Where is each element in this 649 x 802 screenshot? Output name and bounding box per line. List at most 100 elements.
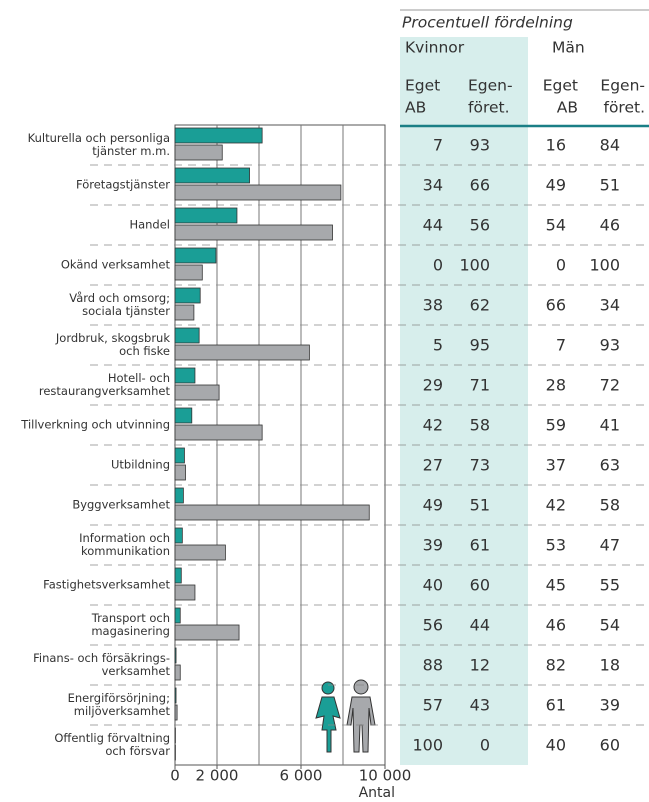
bar xyxy=(174,304,195,321)
table-cell: 53 xyxy=(546,536,566,555)
bar xyxy=(174,287,201,304)
group-label: Män xyxy=(552,39,585,57)
category-label: Energiförsörjning; xyxy=(68,691,170,705)
bar xyxy=(174,424,263,441)
bar xyxy=(174,344,310,361)
bar xyxy=(174,184,342,201)
column-header: Eget xyxy=(543,77,578,95)
category-label: Handel xyxy=(129,218,170,232)
category-label: Transport och xyxy=(91,611,170,625)
table-cell: 40 xyxy=(546,736,566,755)
bar xyxy=(174,327,200,344)
category-label: Finans- och försäkrings- xyxy=(33,651,170,665)
bar xyxy=(174,704,178,721)
category-label: och försvar xyxy=(105,744,170,758)
bar xyxy=(174,264,203,281)
category-label: Okänd verksamhet xyxy=(61,258,171,272)
table-cell: 57 xyxy=(423,696,443,715)
table-cell: 51 xyxy=(470,496,490,515)
column-header: AB xyxy=(557,99,578,117)
table-title: Procentuell fördelning xyxy=(402,14,573,32)
bar xyxy=(174,224,333,241)
table-cell: 58 xyxy=(600,496,620,515)
bar xyxy=(174,664,181,681)
category-label: verksamhet xyxy=(102,664,171,678)
table-cell: 61 xyxy=(546,696,566,715)
column-header: föret. xyxy=(468,99,510,117)
category-label: kommunikation xyxy=(81,544,170,558)
column-header: Eget xyxy=(405,77,440,95)
table-cell: 66 xyxy=(470,176,490,195)
table-cell: 37 xyxy=(546,456,566,475)
bar xyxy=(174,647,177,664)
table-cell: 49 xyxy=(546,176,566,195)
table-cell: 88 xyxy=(423,656,443,675)
category-label: miljöverksamhet xyxy=(74,704,171,718)
bar xyxy=(174,607,181,624)
table-cell: 66 xyxy=(546,296,566,315)
table-cell: 34 xyxy=(600,296,620,315)
category-label: Jordbruk, skogsbruk xyxy=(55,331,170,345)
bar xyxy=(174,247,217,264)
category-label: tjänster m.m. xyxy=(92,144,170,158)
bar xyxy=(174,527,183,544)
table-cell: 71 xyxy=(470,376,490,395)
table-cell: 54 xyxy=(546,216,566,235)
table-cell: 47 xyxy=(600,536,620,555)
table-cell: 46 xyxy=(600,216,620,235)
category-label: Företagstjänster xyxy=(76,178,170,192)
column-header: föret. xyxy=(603,99,645,117)
table-cell: 5 xyxy=(433,336,443,355)
bar xyxy=(174,407,193,424)
table-cell: 73 xyxy=(470,456,490,475)
bar xyxy=(174,687,177,704)
table-cell: 40 xyxy=(423,576,443,595)
table-cell: 41 xyxy=(600,416,620,435)
table-cell: 28 xyxy=(546,376,566,395)
table-cell: 82 xyxy=(546,656,566,675)
x-tick-label: 6 000 xyxy=(280,767,323,785)
table-cell: 7 xyxy=(556,336,566,355)
table-cell: 63 xyxy=(600,456,620,475)
table-cell: 60 xyxy=(600,736,620,755)
table-cell: 42 xyxy=(423,416,443,435)
table-cell: 55 xyxy=(600,576,620,595)
table-cell: 93 xyxy=(470,136,490,155)
table-cell: 49 xyxy=(423,496,443,515)
table-cell: 61 xyxy=(470,536,490,555)
category-label: Kulturella och personliga xyxy=(28,131,170,145)
table-cell: 39 xyxy=(423,536,443,555)
column-header: Egen- xyxy=(468,77,513,95)
x-tick-label: 2 000 xyxy=(196,767,239,785)
bar xyxy=(174,367,196,384)
table-cell: 95 xyxy=(470,336,490,355)
category-label: Utbildning xyxy=(111,458,170,472)
category-label: restaurangverksamhet xyxy=(39,384,171,398)
category-label: Information och xyxy=(79,531,170,545)
bar xyxy=(174,127,263,144)
table-cell: 45 xyxy=(546,576,566,595)
category-label: Fastighetsverksamhet xyxy=(43,578,170,592)
bar xyxy=(174,584,196,601)
table-cell: 44 xyxy=(423,216,443,235)
table-cell: 42 xyxy=(546,496,566,515)
table-cell: 0 xyxy=(556,256,566,275)
table-cell: 29 xyxy=(423,376,443,395)
table-cell: 0 xyxy=(433,256,443,275)
category-label: Hotell- och xyxy=(108,371,170,385)
table-cell: 56 xyxy=(423,616,443,635)
table-cell: 18 xyxy=(600,656,620,675)
table-cell: 100 xyxy=(589,256,620,275)
column-header: Egen- xyxy=(600,77,645,95)
x-tick-label: 10 000 xyxy=(359,767,412,785)
table-cell: 100 xyxy=(459,256,490,275)
table-cell: 72 xyxy=(600,376,620,395)
table-cell: 84 xyxy=(600,136,620,155)
table-cell: 62 xyxy=(470,296,490,315)
x-axis-label: Antal xyxy=(359,785,395,801)
women-column-bg xyxy=(400,37,528,765)
category-label: magasinering xyxy=(91,624,170,638)
table-cell: 16 xyxy=(546,136,566,155)
table-cell: 93 xyxy=(600,336,620,355)
column-header: AB xyxy=(405,99,426,117)
